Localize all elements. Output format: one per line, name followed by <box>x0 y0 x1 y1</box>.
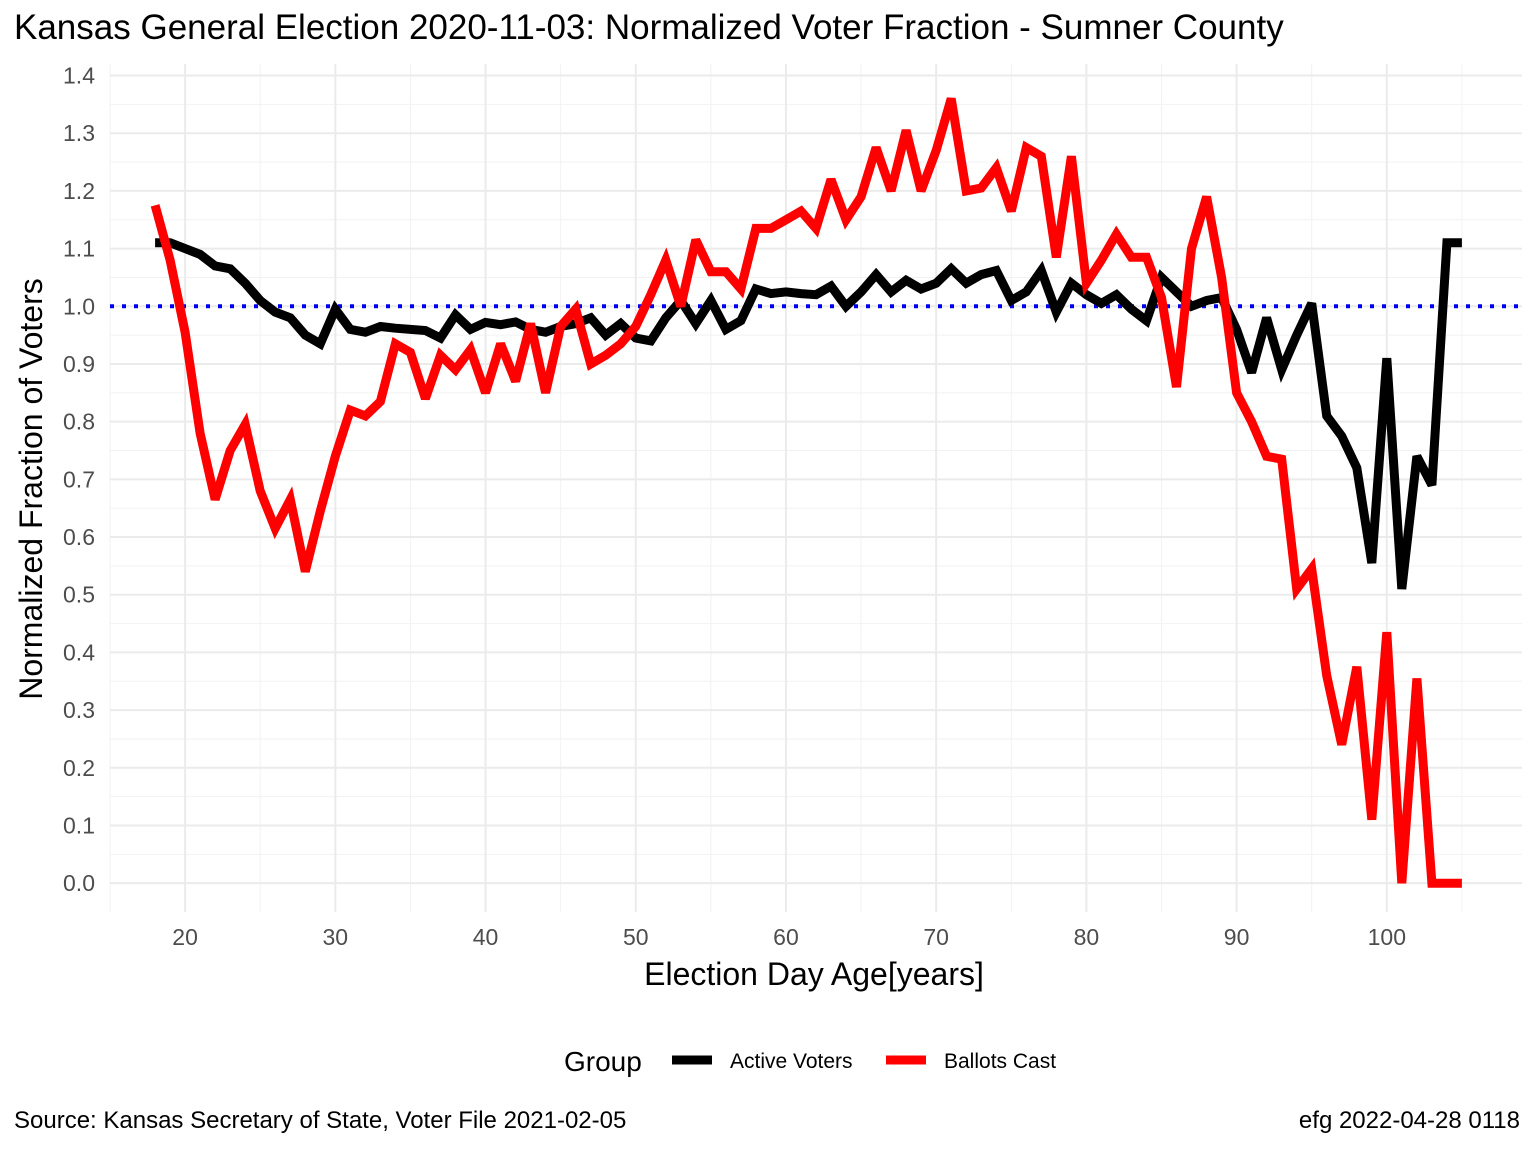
y-tick-label: 0.6 <box>63 524 95 550</box>
x-tick-label: 20 <box>172 924 198 950</box>
series-layer <box>150 97 1462 888</box>
x-tick-label: 50 <box>623 924 649 950</box>
x-axis-ticks: 20 30 40 50 60 70 80 90 100 <box>172 924 1406 950</box>
x-tick-label: 90 <box>1224 924 1250 950</box>
y-tick-label: 1.4 <box>63 63 95 89</box>
x-tick-label: 80 <box>1074 924 1100 950</box>
y-tick-label: 0.5 <box>63 582 95 608</box>
x-tick-label: 100 <box>1368 924 1406 950</box>
y-tick-label: 1.1 <box>63 236 95 262</box>
legend-title: Group <box>564 1046 642 1077</box>
y-axis-title: Normalized Fraction of Voters <box>13 278 49 700</box>
legend: Group Active Voters Ballots Cast <box>564 1046 1056 1077</box>
y-axis-ticks: 0.0 0.1 0.2 0.3 0.4 0.5 0.6 0.7 0.8 0.9 1.0 1.1 1.2 1… <box>63 63 95 897</box>
source-caption: Source: Kansas Secretary of State, Voter… <box>14 1107 627 1134</box>
y-tick-label: 0.2 <box>63 755 95 781</box>
y-tick-label: 0.3 <box>63 697 95 723</box>
series-line-ballots-cast <box>150 97 1462 888</box>
credit-caption: efg 2022-04-28 0118 <box>1298 1107 1520 1134</box>
x-axis-title: Election Day Age[years] <box>644 956 984 992</box>
y-tick-label: 0.1 <box>63 812 95 838</box>
chart-title: Kansas General Election 2020-11-03: Norm… <box>14 8 1284 47</box>
x-tick-label: 30 <box>323 924 349 950</box>
x-tick-label: 70 <box>923 924 949 950</box>
y-tick-label: 1.2 <box>63 178 95 204</box>
legend-label-ballots-cast: Ballots Cast <box>944 1050 1056 1073</box>
y-tick-label: 0.4 <box>63 639 95 665</box>
legend-label-active-voters: Active Voters <box>730 1050 853 1073</box>
y-tick-label: 0.7 <box>63 466 95 492</box>
grid-major <box>110 64 1522 912</box>
y-tick-label: 1.0 <box>63 293 95 319</box>
x-tick-label: 40 <box>473 924 499 950</box>
y-tick-label: 1.3 <box>63 120 95 146</box>
y-tick-label: 0.0 <box>63 870 95 896</box>
series-line-active-voters <box>155 238 1462 590</box>
y-tick-label: 0.8 <box>63 409 95 435</box>
x-tick-label: 60 <box>773 924 799 950</box>
y-tick-label: 0.9 <box>63 351 95 377</box>
